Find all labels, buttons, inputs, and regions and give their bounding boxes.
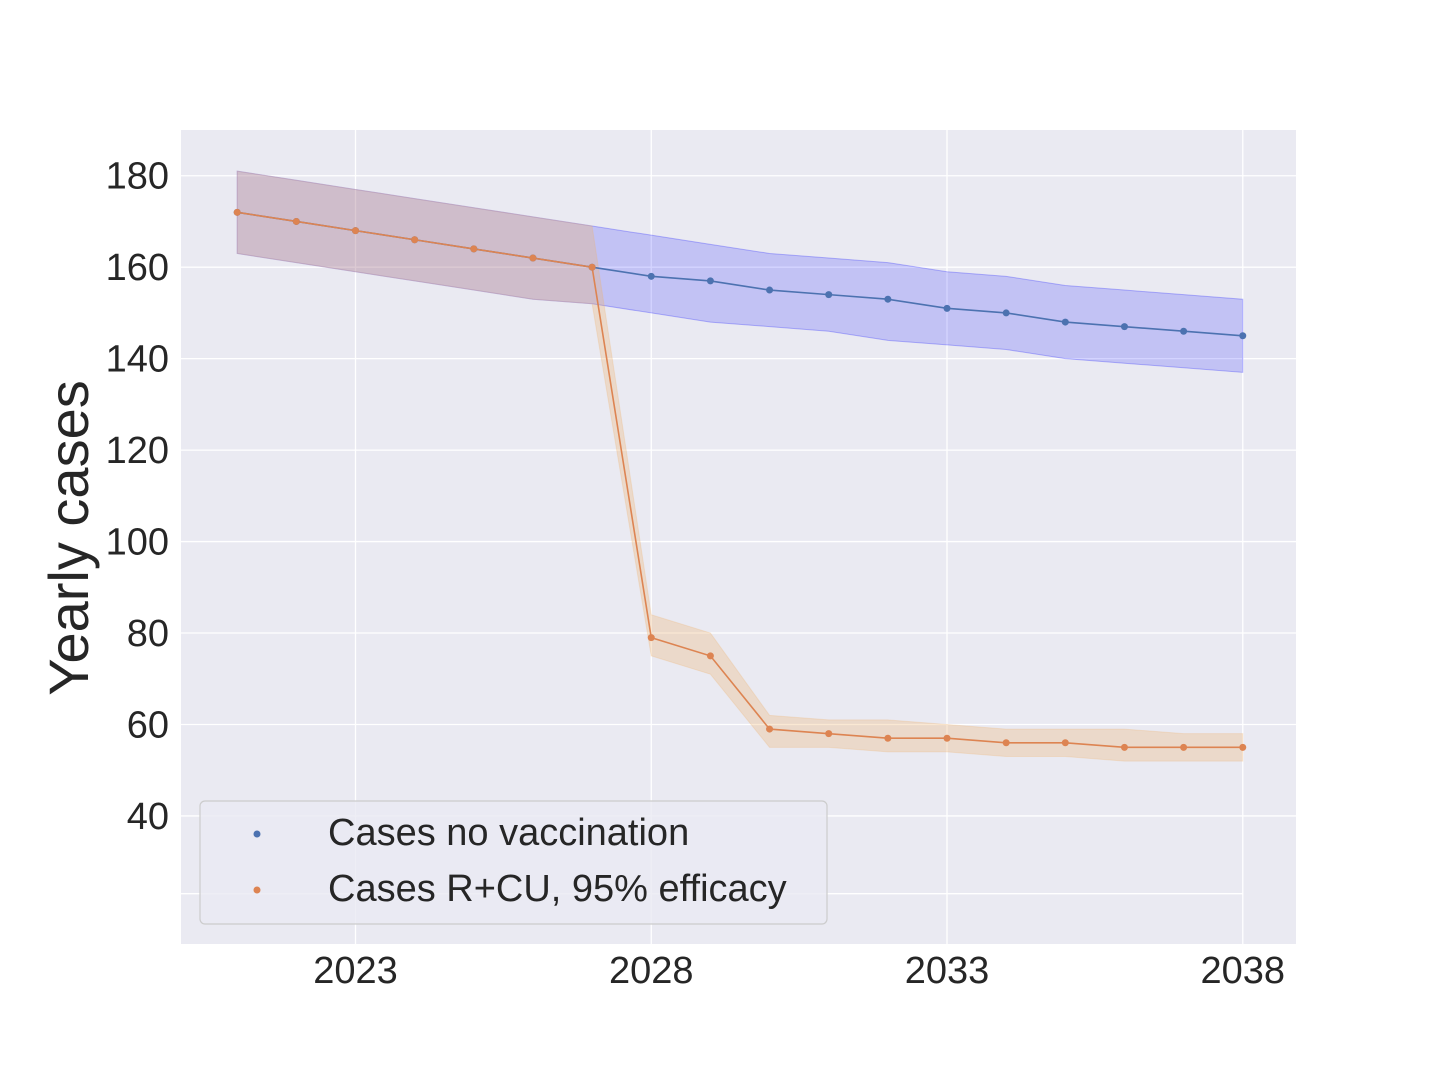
y-tick-label: 160 [106, 247, 169, 289]
data-point [706, 652, 714, 660]
data-point [351, 227, 359, 235]
data-point [1239, 332, 1247, 340]
data-point [766, 286, 774, 294]
data-point [825, 730, 833, 738]
data-point [1120, 743, 1128, 751]
x-tick-label: 2033 [905, 950, 990, 992]
y-tick-label: 120 [106, 430, 169, 472]
y-tick-label: 60 [127, 704, 169, 746]
data-point [529, 254, 537, 262]
legend-box [199, 800, 828, 925]
x-tick-label: 2028 [609, 950, 694, 992]
confidence-band [236, 170, 1244, 762]
data-point [943, 734, 951, 742]
y-tick-labels: 40 60 80 100 120 140 160 180 [106, 156, 169, 838]
data-point [884, 734, 892, 742]
legend-marker-rcu-vaccination [253, 886, 261, 894]
y-tick-label: 100 [106, 522, 169, 564]
confidence-band [236, 170, 1244, 373]
legend-marker-no-vaccination [253, 830, 261, 838]
data-point [470, 245, 478, 253]
data-point [825, 291, 833, 299]
data-point [411, 236, 419, 244]
legend: Cases no vaccination Cases R+CU, 95% eff… [199, 800, 828, 925]
y-tick-label: 80 [127, 613, 169, 655]
data-point [292, 217, 300, 225]
data-point [706, 277, 714, 285]
y-tick-label: 40 [127, 796, 169, 838]
series-line [237, 211, 1243, 749]
series-points [233, 208, 1247, 751]
data-point [647, 634, 655, 642]
data-point [943, 304, 951, 312]
data-point [1180, 743, 1188, 751]
x-tick-labels: 2023 2028 2033 2038 [313, 950, 1285, 992]
x-tick-label: 2023 [313, 950, 398, 992]
data-point [766, 725, 774, 733]
y-tick-label: 140 [106, 339, 169, 381]
data-point [233, 208, 241, 216]
data-point [1120, 323, 1128, 331]
legend-label-rcu-vaccination: Cases R+CU, 95% efficacy [328, 868, 787, 910]
data-point [1002, 739, 1010, 747]
data-point [1180, 327, 1188, 335]
data-point [588, 263, 596, 271]
data-point [1239, 743, 1247, 751]
data-point [884, 295, 892, 303]
data-point [1061, 739, 1069, 747]
data-point [1002, 309, 1010, 317]
series-lines [237, 211, 1243, 749]
confidence-bands [236, 170, 1244, 762]
data-point [647, 272, 655, 280]
legend-label-no-vaccination: Cases no vaccination [328, 812, 689, 854]
data-point [1061, 318, 1069, 326]
y-axis-label: Yearly cases [37, 380, 100, 695]
x-tick-label: 2038 [1200, 950, 1285, 992]
y-tick-label: 180 [106, 156, 169, 198]
